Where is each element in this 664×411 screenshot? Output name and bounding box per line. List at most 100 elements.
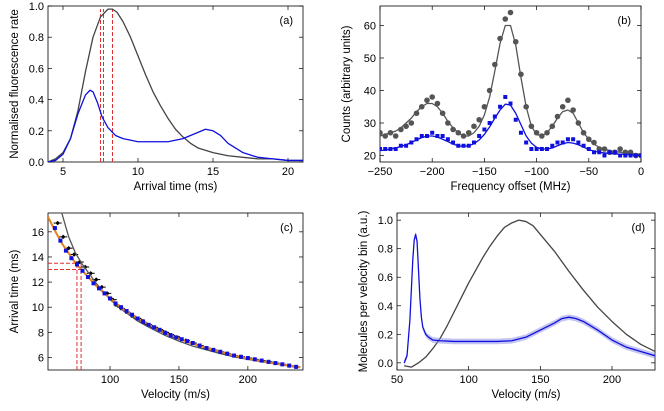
data-point: [429, 94, 436, 100]
data-point: [52, 226, 57, 231]
y-tick-label: 1.0: [378, 215, 393, 227]
data-point: [85, 275, 90, 280]
data-point: [502, 16, 509, 22]
data-point: [529, 147, 534, 151]
data-point: [163, 330, 168, 335]
x-tick-label: 100: [459, 374, 477, 386]
data-point: [380, 147, 382, 151]
data-point: [487, 121, 492, 125]
data-point: [190, 340, 195, 345]
data-point: [383, 147, 388, 151]
x-tick-label: 10: [132, 166, 144, 178]
x-tick-label: −150: [472, 166, 497, 178]
data-point: [524, 140, 529, 145]
data-point: [471, 123, 477, 130]
x-tick-label: 15: [207, 166, 219, 178]
data-point: [380, 129, 383, 136]
data-point: [419, 134, 424, 138]
x-tick-label: 50: [391, 374, 403, 386]
plot-frame: [379, 5, 642, 163]
y-tick-label: 0.4: [29, 95, 44, 107]
data-point: [393, 147, 398, 151]
x-tick-label: −50: [579, 166, 598, 178]
plot-frame: [47, 212, 304, 371]
data-point: [503, 95, 508, 99]
y-tick-label: 0.6: [378, 272, 393, 284]
data-point: [555, 140, 560, 145]
data-point: [102, 291, 107, 296]
data-point: [450, 126, 456, 133]
plot-frame: [47, 5, 304, 163]
x-axis-label: Velocity (m/s): [141, 389, 210, 401]
x-axis-label: Arrival time (ms): [134, 181, 218, 193]
data-point: [565, 137, 570, 142]
data-point: [185, 339, 190, 344]
y-axis-label: Arrival time (ms): [9, 249, 21, 333]
data-point: [108, 296, 113, 301]
data-point: [607, 150, 612, 155]
data-point: [135, 316, 140, 321]
data-point: [413, 110, 420, 117]
data-point: [623, 153, 628, 158]
y-tick-label: 50: [364, 53, 376, 65]
data-point: [451, 140, 456, 145]
panel-d: 50 100 150 200 0.0 0.2 0.4 0.6 0.8 1.0 Velocity (m…: [358, 210, 656, 401]
data-point: [63, 248, 68, 253]
x-tick-label: 20: [282, 166, 294, 178]
data-point: [550, 143, 555, 148]
data-point: [130, 312, 135, 317]
data-point: [476, 116, 482, 123]
data-point: [197, 343, 202, 348]
data-point: [507, 9, 514, 16]
data-point: [492, 114, 497, 119]
y-tick-label: 0.0: [378, 358, 393, 370]
data-point: [482, 127, 487, 132]
y-tick-label: 14: [32, 252, 44, 264]
data-point: [560, 140, 565, 145]
x-tick-label: −250: [368, 166, 393, 178]
y-axis-label: Normalised fluorescence rate: [9, 9, 21, 159]
plot-frame: [396, 212, 656, 371]
data-point: [72, 252, 76, 257]
y-tick-label: 16: [32, 227, 44, 239]
data-point: [513, 117, 518, 122]
data-point: [435, 134, 440, 138]
data-point: [225, 351, 230, 356]
data-point: [592, 150, 597, 155]
x-tick-label: 100: [101, 374, 119, 386]
data-point: [174, 335, 179, 340]
data-point: [69, 256, 74, 261]
data-point: [245, 356, 250, 361]
y-tick-label: 0.8: [378, 244, 393, 256]
data-point: [508, 101, 513, 106]
data-point: [146, 322, 151, 327]
data-point: [534, 147, 539, 151]
data-point: [273, 361, 278, 366]
series-line: [403, 233, 655, 364]
data-point: [218, 349, 223, 354]
y-axis-label: Counts (arbitrary units): [341, 25, 353, 142]
panel-a: 5 10 15 20 0.0 0.2 0.4 0.6 0.8 1.0 Arrival time (m…: [9, 1, 304, 193]
data-point: [94, 277, 98, 282]
data-point: [612, 150, 617, 155]
data-point: [294, 364, 299, 369]
plot-area: [380, 9, 641, 159]
data-point: [58, 238, 63, 243]
x-tick-label: 5: [60, 166, 66, 178]
data-point: [232, 353, 237, 358]
data-point: [445, 120, 451, 126]
data-point: [565, 97, 571, 104]
data-point: [576, 140, 581, 145]
x-axis-label: Frequency offset (MHz): [451, 181, 571, 193]
y-tick-label: 0.8: [29, 32, 44, 44]
data-point: [477, 134, 482, 138]
data-point: [80, 268, 85, 273]
data-point: [168, 333, 173, 338]
y-tick-label: 0.0: [29, 157, 44, 169]
data-point: [618, 153, 623, 158]
y-tick-label: 0.2: [29, 126, 44, 138]
series-line: [404, 219, 655, 368]
x-tick-label: 150: [170, 374, 188, 386]
data-point: [266, 359, 271, 364]
